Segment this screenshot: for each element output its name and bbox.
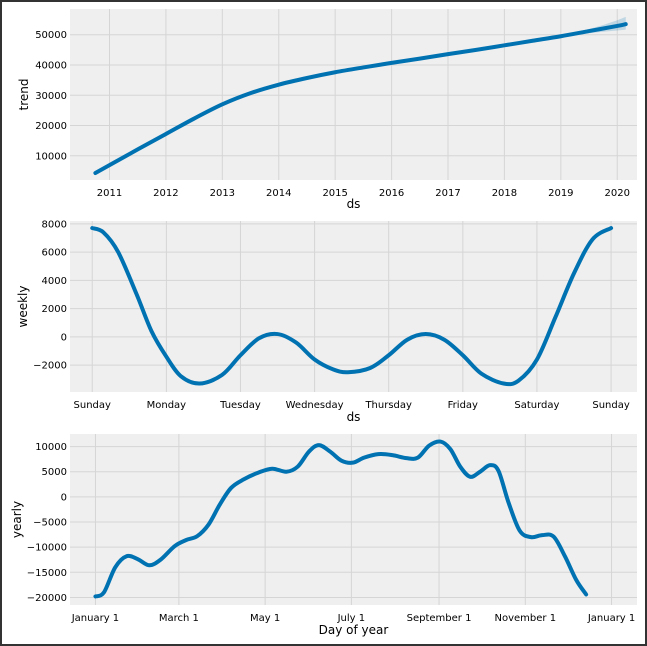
trend-y-tick-label: 20000 [35, 121, 67, 132]
trend-series-line [93, 22, 628, 176]
yearly-x-tick-label: May 1 [250, 613, 280, 624]
trend-x-tick-label: 2013 [210, 188, 235, 199]
weekly-x-tick-label: Sunday [74, 400, 111, 411]
yearly-y-tick-label: −5000 [33, 518, 67, 529]
yearly-x-tick-label: November 1 [495, 613, 557, 624]
yearly-y-tick-label: −20000 [27, 593, 67, 604]
trend-x-tick-label: 2011 [97, 188, 122, 199]
trend-x-tick-label: 2020 [605, 188, 630, 199]
trend-y-tick-label: 10000 [35, 151, 67, 162]
yearly-plot-area [70, 434, 637, 605]
trend-x-tick-label: 2018 [492, 188, 517, 199]
trend-x-axis-label: ds [347, 197, 361, 211]
weekly-y-tick-label: 8000 [42, 219, 67, 230]
trend-x-tick-label: 2014 [266, 188, 291, 199]
yearly-y-tick-label: 5000 [42, 467, 67, 478]
weekly-x-tick-label: Sunday [592, 400, 629, 411]
trend-y-tick-label: 40000 [35, 60, 67, 71]
weekly-x-axis-label: ds [347, 410, 361, 424]
weekly-series-line [90, 226, 614, 387]
weekly-y-tick-label: 6000 [42, 248, 67, 259]
yearly-y-tick-label: −15000 [27, 568, 67, 579]
trend-y-axis-label: trend [17, 79, 31, 111]
trend-x-tick-label: 2016 [379, 188, 404, 199]
trend-x-tick-label: 2015 [322, 188, 347, 199]
weekly-x-tick-label: Thursday [364, 400, 412, 411]
weekly-plot-area [70, 221, 637, 392]
yearly-y-axis-label: yearly [10, 501, 24, 538]
weekly-x-tick-label: Wednesday [286, 400, 344, 411]
yearly-x-tick-label: January 1 [71, 613, 119, 624]
weekly-y-tick-label: −2000 [33, 361, 67, 372]
weekly-x-tick-label: Saturday [514, 400, 559, 411]
yearly-series-line [93, 439, 589, 599]
yearly-x-tick-label: July 1 [337, 613, 366, 624]
yearly-x-tick-label: March 1 [159, 613, 199, 624]
weekly-x-tick-label: Friday [448, 400, 478, 411]
yearly-y-tick-label: −10000 [27, 543, 67, 554]
yearly-x-axis-label: Day of year [319, 623, 389, 637]
trend-x-tick-label: 2017 [435, 188, 460, 199]
yearly-x-tick-label: September 1 [407, 613, 472, 624]
weekly-y-tick-label: 2000 [42, 304, 67, 315]
trend-y-tick-label: 50000 [35, 30, 67, 41]
weekly-x-tick-label: Tuesday [219, 400, 261, 411]
weekly-y-tick-label: 0 [61, 332, 67, 343]
trend-x-tick-label: 2012 [153, 188, 178, 199]
trend-y-tick-label: 30000 [35, 91, 67, 102]
weekly-y-axis-label: weekly [16, 286, 30, 328]
trend-x-tick-label: 2019 [548, 188, 573, 199]
yearly-x-tick-label: January 1 [587, 613, 635, 624]
yearly-y-tick-label: 10000 [35, 442, 67, 453]
weekly-y-tick-label: 4000 [42, 276, 67, 287]
yearly-y-tick-label: 0 [61, 492, 67, 503]
weekly-x-tick-label: Monday [147, 400, 187, 411]
